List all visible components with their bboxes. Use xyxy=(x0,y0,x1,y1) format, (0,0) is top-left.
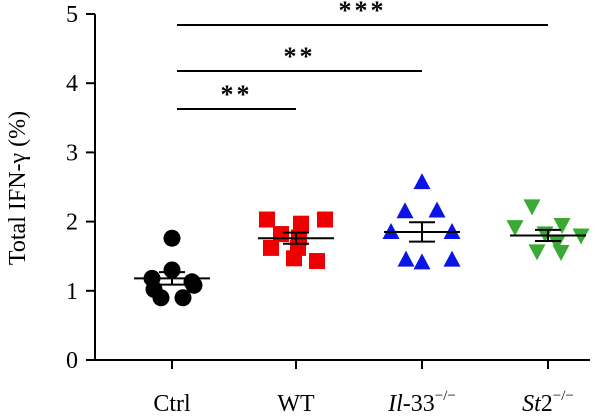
data-point-triangle-up xyxy=(413,173,431,190)
y-tick-label: 0 xyxy=(66,348,78,374)
significance-brackets: ******* xyxy=(177,0,548,110)
x-tick-label: St2−/− xyxy=(522,388,574,416)
significance-label: *** xyxy=(339,0,387,25)
data-point-square xyxy=(259,211,275,228)
y-tick-label: 1 xyxy=(66,279,78,305)
data-point-triangle-up xyxy=(443,250,461,267)
data-point-square xyxy=(263,239,279,256)
data-point-circle xyxy=(163,261,181,279)
significance-label: ** xyxy=(221,80,253,109)
data-point-triangle-down xyxy=(548,235,566,252)
significance-label: ** xyxy=(284,42,316,71)
data-point-triangle-up xyxy=(396,202,414,219)
data-point-triangle-up xyxy=(413,253,431,270)
x-tick-label: Il-33−/− xyxy=(387,388,456,416)
data-points xyxy=(143,173,590,307)
data-point-triangle-down xyxy=(553,218,571,235)
mean-sem-bars xyxy=(134,221,586,286)
data-point-triangle-down xyxy=(523,199,541,216)
data-point-circle xyxy=(152,289,170,307)
y-tick-label: 2 xyxy=(66,210,78,236)
data-point-square xyxy=(286,250,302,267)
data-point-triangle-up xyxy=(397,250,415,267)
data-point-circle xyxy=(185,276,203,294)
data-point-triangle-down xyxy=(552,245,570,262)
data-point-circle xyxy=(163,229,181,247)
y-tick-label: 4 xyxy=(66,71,78,97)
x-tick-label: Ctrl xyxy=(153,391,191,416)
data-point-circle xyxy=(174,289,192,307)
data-point-square xyxy=(293,215,309,232)
data-point-square xyxy=(317,211,333,228)
y-tick-label: 5 xyxy=(66,2,78,28)
axes: 0 1 2 3 4 5 xyxy=(66,2,590,374)
data-point-triangle-down xyxy=(506,220,524,237)
x-tick-labels: Ctrl WT Il-33−/− St2−/− xyxy=(153,388,574,416)
data-point-square xyxy=(273,226,289,243)
data-point-triangle-up xyxy=(428,201,446,218)
data-point-square xyxy=(309,253,325,270)
data-point-triangle-down xyxy=(528,244,546,261)
y-tick-label: 3 xyxy=(66,140,78,166)
y-axis-label: Total IFN-γ (%) xyxy=(5,111,31,265)
x-tick-label: WT xyxy=(277,391,315,416)
